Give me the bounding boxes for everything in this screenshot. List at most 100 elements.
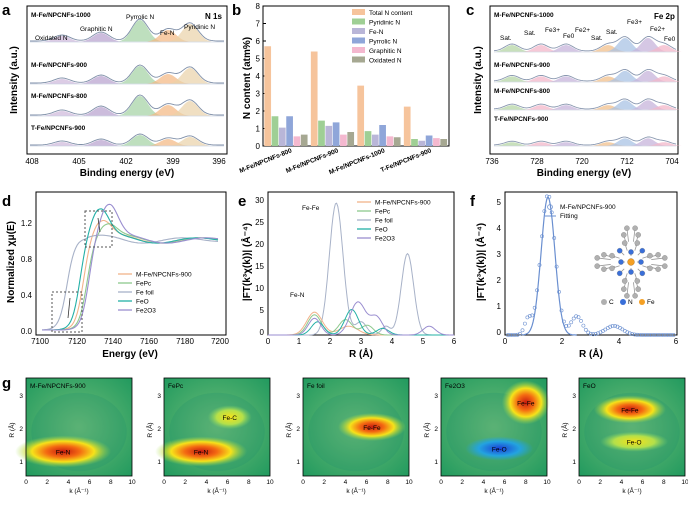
data-point xyxy=(657,333,661,337)
legend-label: Pyrrolic N xyxy=(369,39,397,46)
panel-f: f M-Fe/NPCNFs-900 Fitting C N Fe 0 1 2 3… xyxy=(470,191,679,360)
legend-label: FeO xyxy=(136,299,149,306)
panel-e-ylabel: |FT(k³χ(k))| (Å⁻⁴) xyxy=(240,223,253,301)
data-point xyxy=(640,333,644,337)
panel-b-ytick: 8 xyxy=(256,2,261,11)
bar-total-n-content xyxy=(403,106,411,146)
data-point xyxy=(520,328,525,333)
map-ytick: 2 xyxy=(296,426,300,433)
map-ytick: 1 xyxy=(434,459,438,466)
data-point xyxy=(654,333,659,337)
atom-c xyxy=(662,263,668,269)
hotspot xyxy=(593,395,666,424)
peak-label-graphitic: Graphitic N xyxy=(80,26,113,33)
data-point xyxy=(559,308,564,313)
panel-e-xtick: 1 xyxy=(297,337,302,346)
legend-swatch xyxy=(352,37,365,44)
panel-f-ytick: 0 xyxy=(497,328,502,337)
map-xtick: 6 xyxy=(365,479,369,486)
data-point xyxy=(549,210,554,215)
map-field xyxy=(579,378,685,476)
panel-c-sample-4: T-Fe/NPCNFs-900 xyxy=(494,116,549,123)
panel-b-ytick: 6 xyxy=(256,37,261,46)
atom-c xyxy=(634,278,641,284)
panel-f-legend-fit: Fitting xyxy=(560,213,578,220)
map-xtick: 2 xyxy=(322,479,326,486)
panel-c-xtick: 712 xyxy=(620,157,634,166)
panel-c-spectra xyxy=(493,36,682,147)
data-point xyxy=(569,320,574,325)
data-point xyxy=(562,319,566,324)
panel-f-xtick: 4 xyxy=(617,337,622,346)
map-xtick: 4 xyxy=(620,479,624,486)
wavelet-map: Fe-Fe Fe-O Fe2O3 R (Å) 1 2 3 0 2 4 6 8 10 k (Å⁻¹) xyxy=(422,377,551,495)
bar-oxidated-n xyxy=(393,137,401,146)
panel-a-xtick: 396 xyxy=(212,157,226,166)
panel-c-label: c xyxy=(466,2,474,19)
xps-fe2p-component xyxy=(494,45,530,52)
xps-n1s-component xyxy=(118,135,162,146)
atom-key-fe xyxy=(639,299,645,305)
panel-d-xtick: 7120 xyxy=(68,337,86,346)
data-point xyxy=(576,315,581,320)
panel-d-frame xyxy=(35,191,227,336)
panel-a-sample-3: M-Fe/NPCNFs-800 xyxy=(31,93,87,100)
data-point xyxy=(581,323,586,328)
atom-n xyxy=(628,269,634,275)
bar-total-n-content xyxy=(357,85,365,146)
legend-label: Oxidated N xyxy=(369,58,402,65)
panel-b: b 0 1 2 3 4 5 6 7 8 M-Fe/NPCNFs-800M-Fe/NPCNFs-9… xyxy=(232,2,450,176)
peak-label-pyrrolic: Pyrrolic N xyxy=(126,14,154,21)
legend-label: M-Fe/NPCNFs-900 xyxy=(136,272,192,279)
panel-e-legend: M-Fe/NPCNFs-900 FePc Fe foil FeO Fe2O3 xyxy=(357,200,431,243)
bar-graphitic-n xyxy=(340,134,347,146)
hotspot xyxy=(600,431,669,452)
map-ytick: 3 xyxy=(157,393,161,400)
bar-fe-n xyxy=(278,127,286,146)
panel-e-ytick: 20 xyxy=(255,240,264,249)
legend-swatch xyxy=(352,56,365,63)
bar-pyrrolic-n xyxy=(286,116,293,146)
panel-f-legend-data: M-Fe/NPCNFs-900 xyxy=(560,204,616,211)
peak-label-fe-n: Fe-N xyxy=(160,30,175,37)
pre-edge-box xyxy=(51,291,83,333)
legend-label: FeO xyxy=(375,227,388,234)
data-point xyxy=(652,333,657,337)
bar-fe-n xyxy=(371,134,379,146)
panel-a-label: a xyxy=(2,2,11,19)
panel-c-xtick: 720 xyxy=(575,157,589,166)
data-point xyxy=(671,333,676,337)
feature-label: Fe-Fe xyxy=(621,407,639,414)
data-point xyxy=(649,333,654,337)
panel-b-ytick: 3 xyxy=(256,90,261,99)
map-xtick: 0 xyxy=(577,479,581,486)
hotspot xyxy=(155,436,248,467)
panel-a-xtick: 402 xyxy=(119,157,133,166)
xps-fe2p-component xyxy=(523,142,559,146)
panel-c-title: Fe 2p xyxy=(654,12,675,21)
panel-e-xtick: 6 xyxy=(452,337,457,346)
xps-n1s-component xyxy=(118,66,162,84)
atom-c xyxy=(632,225,638,231)
data-point xyxy=(537,263,542,267)
feature-label: Fe-N xyxy=(56,450,71,457)
xps-fe2p-component xyxy=(607,138,643,146)
panel-e-ytick: 0 xyxy=(260,328,265,337)
panel-a-title: N 1s xyxy=(205,12,222,21)
panel-d-xtick: 7180 xyxy=(176,337,194,346)
panel-e-ft-curves xyxy=(268,202,454,336)
peak-label-oxidated: Oxidated N xyxy=(35,35,68,42)
atom-c xyxy=(662,255,668,261)
xps-fe2p-component xyxy=(607,100,643,110)
legend-swatch xyxy=(352,47,365,53)
hotspot xyxy=(465,436,534,461)
atom-c xyxy=(647,265,653,272)
bar-pyrrolic-n xyxy=(379,125,386,146)
data-point xyxy=(515,332,520,337)
map-xtick: 4 xyxy=(344,479,348,486)
bar-pyridinic-n xyxy=(364,131,372,146)
panel-f-xtick: 0 xyxy=(503,337,508,346)
data-point xyxy=(564,324,569,328)
map-frame xyxy=(163,377,271,477)
